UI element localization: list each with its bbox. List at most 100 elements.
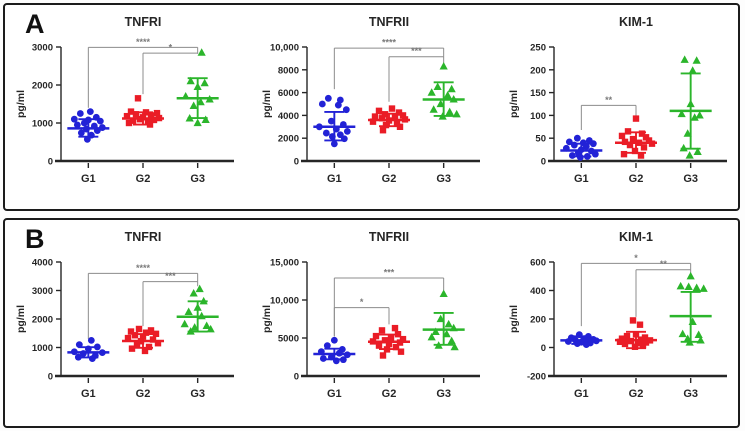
group-g1-mean-error-bar — [560, 142, 603, 158]
data-point — [87, 336, 95, 344]
x-category-label: G2 — [136, 173, 151, 185]
data-point — [378, 115, 386, 122]
y-axis — [56, 46, 62, 162]
y-tick-label: 10,000 — [270, 43, 299, 54]
group-g3-mean-error-bar — [422, 311, 465, 346]
y-tick-label: 4000 — [32, 258, 53, 269]
data-point — [397, 348, 405, 355]
y-axis-label: pg/ml — [15, 305, 27, 333]
data-point — [640, 144, 648, 151]
data-point — [184, 307, 193, 315]
data-point — [634, 340, 642, 347]
data-point — [436, 99, 445, 108]
y-tick-label: 0 — [294, 157, 299, 168]
group-g2-mean-error-bar — [122, 333, 164, 349]
y-tick-label: 0 — [48, 157, 53, 168]
x-category-label: G1 — [81, 173, 96, 185]
data-point — [128, 345, 136, 352]
y-tick-label: 0 — [541, 157, 546, 168]
data-point — [618, 132, 626, 140]
data-point — [641, 334, 649, 341]
data-point — [436, 314, 445, 323]
x-category-label: G3 — [190, 388, 205, 400]
significance-bracket — [580, 262, 692, 327]
group-g3-mean-error-bar — [176, 77, 219, 120]
data-point — [88, 355, 96, 363]
data-point — [621, 340, 629, 348]
significance-label: *** — [384, 267, 395, 277]
data-point — [431, 327, 440, 336]
significance-label: *** — [411, 46, 422, 56]
y-tick-label: 15,000 — [270, 258, 299, 269]
group-g2-mean-error-bar — [615, 131, 657, 154]
x-category-label: G1 — [327, 173, 342, 185]
data-point — [372, 332, 380, 340]
data-point — [391, 113, 399, 121]
y-tick-label: 2000 — [32, 81, 53, 92]
y-axis-label: pg/ml — [261, 305, 273, 333]
x-axis — [55, 159, 234, 168]
data-point — [336, 96, 344, 104]
y-tick-label: 0 — [294, 372, 299, 383]
x-axis — [301, 374, 480, 383]
group-g1-mean-error-bar — [67, 118, 110, 138]
data-point — [639, 342, 647, 349]
data-point — [324, 94, 332, 102]
y-tick-label: 0 — [541, 343, 546, 354]
data-point — [391, 324, 399, 332]
x-category-label: G2 — [629, 173, 644, 185]
data-point — [695, 111, 704, 119]
y-axis-label: pg/ml — [261, 90, 273, 118]
group-g2-mean-error-bar — [368, 333, 410, 350]
y-tick-label: 400 — [530, 286, 546, 297]
y-tick-label: 200 — [530, 315, 546, 326]
significance-bracket — [87, 46, 199, 108]
data-point — [447, 336, 456, 345]
significance-bracket — [580, 104, 637, 130]
y-tick-label: 1000 — [32, 119, 53, 130]
y-tick-label: 2000 — [278, 134, 299, 145]
significance-label: * — [634, 253, 638, 263]
significance-bracket — [635, 269, 692, 317]
significance-bracket — [333, 47, 445, 90]
data-point — [379, 127, 387, 134]
y-axis — [56, 261, 62, 377]
data-point — [206, 324, 215, 333]
data-point — [135, 325, 143, 333]
data-point — [76, 110, 84, 117]
data-point — [77, 129, 85, 137]
data-point — [447, 84, 456, 93]
data-point — [318, 100, 326, 108]
y-tick-label: -200 — [527, 372, 546, 383]
data-point — [343, 127, 351, 135]
chart-title: TNFRI — [125, 230, 162, 244]
data-point — [683, 129, 692, 137]
data-point — [626, 141, 634, 149]
y-tick-label: 4000 — [278, 111, 299, 122]
group-g2-mean-error-bar — [615, 330, 657, 350]
y-tick-label: 2000 — [32, 315, 53, 326]
x-category-label: G1 — [81, 388, 96, 400]
significance-bracket — [388, 56, 445, 102]
data-point — [450, 342, 459, 351]
data-point — [582, 143, 590, 150]
y-axis — [549, 46, 555, 162]
group-g1-points — [315, 94, 351, 148]
y-tick-label: 1000 — [32, 343, 53, 354]
data-point — [631, 343, 639, 350]
y-tick-label: 250 — [530, 43, 546, 54]
data-point — [676, 281, 685, 290]
data-point — [591, 150, 599, 158]
data-point — [132, 111, 140, 118]
x-category-label: G1 — [574, 388, 589, 400]
data-point — [375, 107, 383, 115]
group-g1-mean-error-bar — [313, 347, 356, 361]
data-point — [427, 332, 436, 341]
data-point — [632, 115, 640, 122]
significance-label: ** — [660, 259, 668, 269]
x-axis — [301, 159, 480, 168]
x-category-label: G3 — [436, 388, 451, 400]
data-point — [396, 123, 404, 130]
